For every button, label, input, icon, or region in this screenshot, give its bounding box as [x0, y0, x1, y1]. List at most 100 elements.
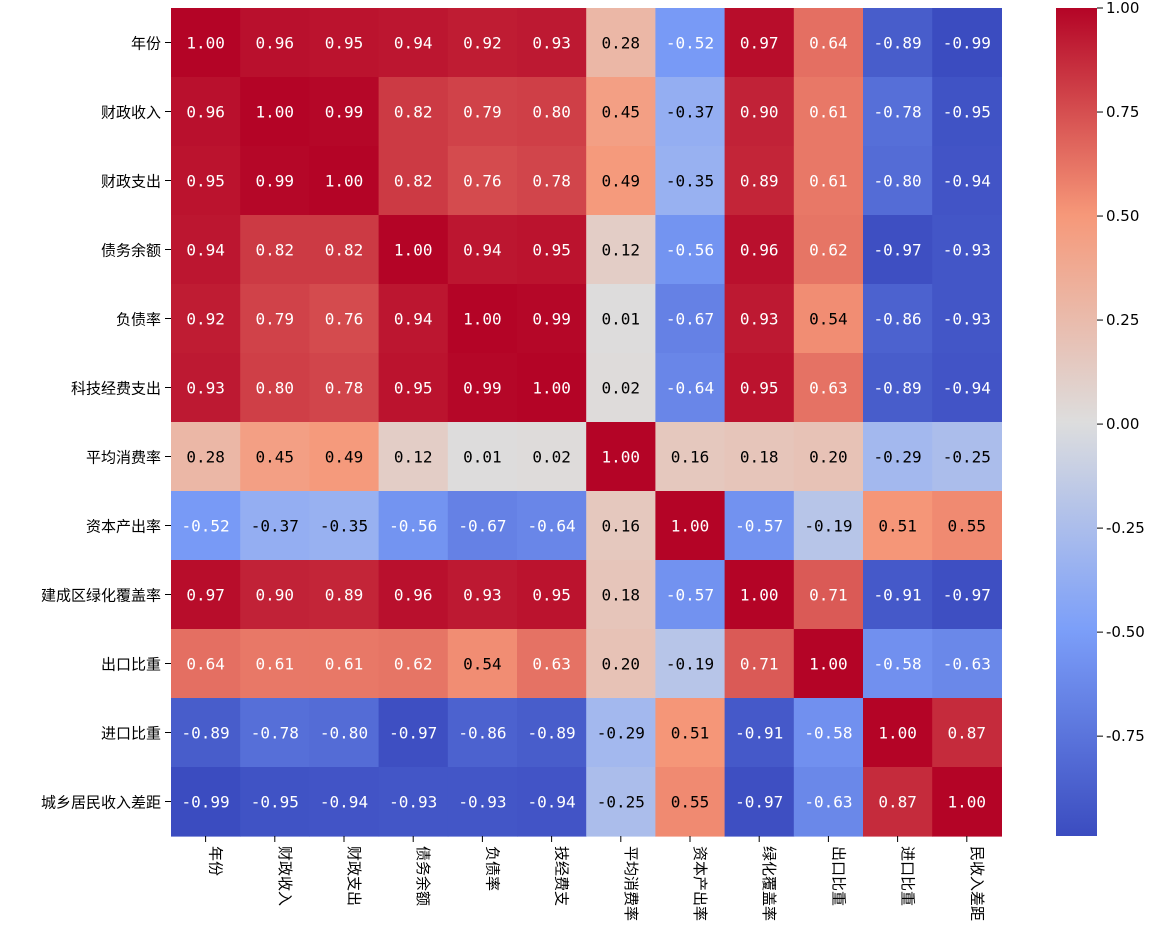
heatmap-cell [586, 422, 656, 492]
cell-value-label: 0.94 [394, 310, 433, 329]
cell-value-label: 0.79 [463, 103, 502, 122]
colorbar-tick-label: 0.25 [1106, 311, 1139, 329]
heatmap-cell [655, 767, 726, 837]
cell-value-label: 1.00 [948, 793, 987, 812]
cell-value-label: -0.80 [874, 172, 922, 191]
cell-value-label: -0.37 [251, 517, 299, 536]
heatmap-cell [655, 422, 726, 492]
column-label: 财政收入 [276, 846, 294, 906]
cell-value-label: 0.61 [809, 172, 848, 191]
cell-value-label: -0.64 [528, 517, 576, 536]
heatmap-cell [655, 284, 726, 354]
cell-value-label: -0.97 [389, 724, 437, 743]
heatmap-cell [517, 146, 587, 216]
colorbar-tick-label: -0.75 [1106, 727, 1145, 745]
row-label: 年份 [131, 35, 161, 53]
cell-value-label: -0.94 [943, 172, 991, 191]
heatmap-cell [586, 8, 656, 78]
heatmap-cell [517, 698, 587, 768]
cell-value-label: 1.00 [602, 448, 641, 467]
heatmap-cell [447, 560, 518, 630]
heatmap-cell [932, 77, 1002, 147]
heatmap-cell [863, 698, 933, 768]
heatmap-cell [447, 422, 518, 492]
heatmap-cell [932, 491, 1002, 561]
heatmap-cell [378, 215, 449, 285]
cell-value-label: 1.00 [256, 103, 295, 122]
cell-value-label: 0.18 [602, 586, 641, 605]
heatmap-cell [793, 284, 864, 354]
heatmap-cell [309, 353, 380, 423]
cell-value-label: -0.58 [804, 724, 852, 743]
colorbar-tick-label: -0.25 [1106, 519, 1145, 537]
row-label: 建成区绿化覆盖率 [41, 587, 161, 605]
cell-value-label: 0.49 [325, 448, 364, 467]
heatmap-cell [724, 8, 795, 78]
column-label: 年份 [207, 846, 225, 876]
heatmap-cell [517, 422, 587, 492]
heatmap-cell [171, 146, 241, 216]
cell-value-label: 0.28 [186, 448, 225, 467]
cell-value-label: -0.93 [389, 793, 437, 812]
heatmap-cell [655, 629, 726, 699]
heatmap-cell [171, 8, 241, 78]
cell-value-label: 0.95 [186, 172, 225, 191]
column-label: 技经费支 [553, 846, 571, 906]
heatmap-cell [517, 353, 587, 423]
heatmap-cell [586, 284, 656, 354]
column-labels: 年份 财政收入 财政支出 债务余额 负债率 技经费支 平均消费率 资本产出率 绿化覆盖率 出口比重… [205, 836, 986, 921]
cell-value-label: 0.99 [325, 103, 364, 122]
heatmap-cell [863, 353, 933, 423]
cell-value-label: -0.95 [943, 103, 991, 122]
cell-value-label: 0.82 [256, 241, 295, 260]
heatmap-cell [793, 353, 864, 423]
cell-value-label: -0.52 [182, 517, 230, 536]
cell-value-label: 0.89 [325, 586, 364, 605]
row-label: 财政支出 [101, 173, 161, 191]
heatmap-cell [932, 284, 1002, 354]
cell-value-label: 0.18 [740, 448, 779, 467]
cell-value-label: 1.00 [740, 586, 779, 605]
heatmap-cell [447, 698, 518, 768]
cell-value-label: -0.19 [804, 517, 852, 536]
heatmap-cell [863, 629, 933, 699]
heatmap-cell [309, 146, 380, 216]
cell-value-label: 0.90 [256, 586, 295, 605]
cell-value-label: 0.12 [602, 241, 641, 260]
cell-value-label: 0.96 [740, 241, 779, 260]
cell-value-label: 0.80 [256, 379, 295, 398]
heatmap-cell [655, 698, 726, 768]
colorbar-tick-label: 1.00 [1106, 0, 1139, 17]
cell-value-label: -0.63 [943, 655, 991, 674]
cell-value-label: 0.93 [463, 586, 502, 605]
heatmap-cell [171, 215, 241, 285]
heatmap-cell [932, 353, 1002, 423]
cell-value-label: -0.78 [874, 103, 922, 122]
cell-value-label: 0.92 [186, 310, 225, 329]
heatmap-cell [309, 698, 380, 768]
cell-value-label: -0.97 [874, 241, 922, 260]
heatmap-cell [793, 560, 864, 630]
cell-value-label: 0.54 [463, 655, 502, 674]
cell-value-label: 0.94 [186, 241, 225, 260]
heatmap-cell [171, 767, 241, 837]
heatmap-cell [447, 284, 518, 354]
cell-value-label: 0.94 [463, 241, 502, 260]
heatmap-cell [863, 284, 933, 354]
heatmap-cell [586, 353, 656, 423]
cell-value-label: 0.71 [809, 586, 848, 605]
cell-value-label: 0.97 [740, 34, 779, 53]
row-label: 平均消费率 [86, 449, 161, 467]
cell-value-label: -0.52 [666, 34, 714, 53]
heatmap-cell [240, 77, 310, 147]
heatmap-cell [724, 491, 795, 561]
cell-value-label: 1.00 [394, 241, 433, 260]
heatmap-cell [309, 560, 380, 630]
cell-value-label: 1.00 [532, 379, 571, 398]
cell-value-label: -0.99 [943, 34, 991, 53]
cell-value-label: 1.00 [671, 517, 710, 536]
cell-value-label: 0.51 [878, 517, 917, 536]
heatmap-cell [378, 698, 449, 768]
cell-value-label: 0.01 [463, 448, 502, 467]
